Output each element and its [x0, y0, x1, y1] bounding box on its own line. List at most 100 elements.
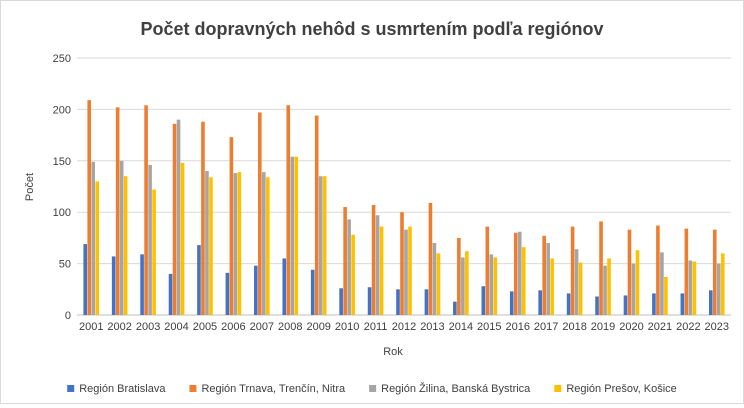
bar — [258, 112, 262, 315]
bar — [720, 253, 725, 315]
x-tick-label: 2021 — [648, 321, 672, 333]
legend-label: Región Trnava, Trenčín, Nitra — [201, 383, 346, 395]
bar — [432, 243, 437, 315]
bar — [148, 164, 152, 315]
bar — [513, 232, 518, 315]
bar — [538, 290, 542, 315]
y-tick-label: 0 — [65, 310, 71, 322]
bar — [115, 107, 120, 316]
bar — [201, 121, 205, 316]
bar — [436, 253, 441, 315]
bar — [225, 272, 230, 315]
bar — [404, 229, 408, 315]
bars — [83, 100, 725, 316]
bar — [367, 287, 372, 315]
bar — [424, 289, 429, 315]
legend: Región Bratislava Región Trnava, Trenčín,… — [67, 382, 677, 395]
bar — [595, 296, 599, 315]
bar — [229, 137, 234, 315]
bar — [481, 286, 486, 315]
bar — [144, 105, 148, 316]
bar — [233, 173, 238, 315]
bar — [542, 235, 546, 315]
bar — [493, 257, 498, 315]
y-tick-label: 150 — [53, 156, 71, 168]
x-tick-label: 2009 — [306, 321, 330, 333]
legend-swatch — [189, 385, 197, 392]
bar — [375, 215, 380, 315]
bar — [379, 226, 384, 315]
bar — [400, 212, 404, 315]
bar — [294, 156, 299, 315]
bar — [95, 181, 100, 315]
x-axis-ticks: 2001 2002 2003 2004 2005 2006 2007 2008 2009 2010… — [79, 321, 729, 333]
bar — [314, 115, 319, 316]
legend-swatch — [369, 385, 377, 392]
bar — [550, 258, 554, 315]
bar — [111, 256, 116, 315]
bar — [465, 251, 469, 315]
x-tick-label: 2019 — [591, 321, 615, 333]
bar — [457, 237, 461, 315]
x-tick-label: 2010 — [335, 321, 359, 333]
bar — [664, 276, 668, 315]
bar — [322, 176, 327, 315]
x-axis-label: Rok — [383, 346, 403, 358]
bar — [652, 293, 656, 315]
bar — [209, 177, 213, 315]
bar — [83, 244, 88, 315]
bar — [168, 273, 173, 315]
bar — [684, 228, 689, 315]
legend-label: Región Bratislava — [79, 383, 166, 395]
bar — [631, 263, 636, 315]
x-tick-label: 2017 — [534, 321, 558, 333]
bar — [521, 247, 526, 315]
x-tick-label: 2002 — [107, 321, 131, 333]
x-tick-label: 2012 — [392, 321, 416, 333]
y-axis-ticks: 0 50 100 150 200 250 — [53, 53, 71, 322]
bar — [461, 257, 465, 315]
x-tick-label: 2006 — [221, 321, 245, 333]
bar — [351, 234, 355, 315]
bar — [262, 172, 266, 315]
bar — [396, 289, 400, 315]
bar — [176, 119, 181, 316]
legend-swatch — [67, 385, 75, 392]
x-tick-label: 2020 — [619, 321, 643, 333]
bar — [517, 231, 522, 315]
bar — [205, 171, 209, 315]
bar — [428, 202, 433, 315]
x-tick-label: 2005 — [193, 321, 217, 333]
bar — [197, 245, 201, 315]
bar — [627, 229, 632, 315]
x-tick-label: 2015 — [477, 321, 501, 333]
bar — [570, 226, 575, 315]
legend-label: Región Prešov, Košice — [566, 383, 676, 395]
bar — [509, 291, 514, 315]
bar — [692, 261, 697, 315]
bar — [180, 162, 185, 315]
bar — [635, 250, 640, 315]
bar — [607, 258, 611, 315]
x-tick-label: 2022 — [676, 321, 700, 333]
bar — [266, 177, 270, 315]
y-tick-label: 200 — [53, 104, 71, 116]
legend-label: Región Žilina, Banská Bystrica — [381, 382, 531, 395]
bar — [688, 260, 693, 315]
bar — [343, 207, 347, 315]
bar — [339, 288, 343, 315]
x-tick-label: 2016 — [505, 321, 529, 333]
legend-item: Región Žilina, Banská Bystrica — [369, 382, 531, 395]
bar — [453, 301, 457, 315]
bar — [546, 243, 550, 315]
chart-title: Počet dopravných nehôd s usmrtením podľa… — [140, 19, 603, 39]
x-tick-label: 2004 — [164, 321, 188, 333]
x-tick-label: 2013 — [420, 321, 444, 333]
bar — [408, 226, 412, 315]
bar — [119, 160, 124, 315]
bar — [680, 293, 685, 315]
bar — [87, 100, 92, 315]
bar — [318, 176, 323, 315]
y-tick-label: 100 — [53, 207, 71, 219]
